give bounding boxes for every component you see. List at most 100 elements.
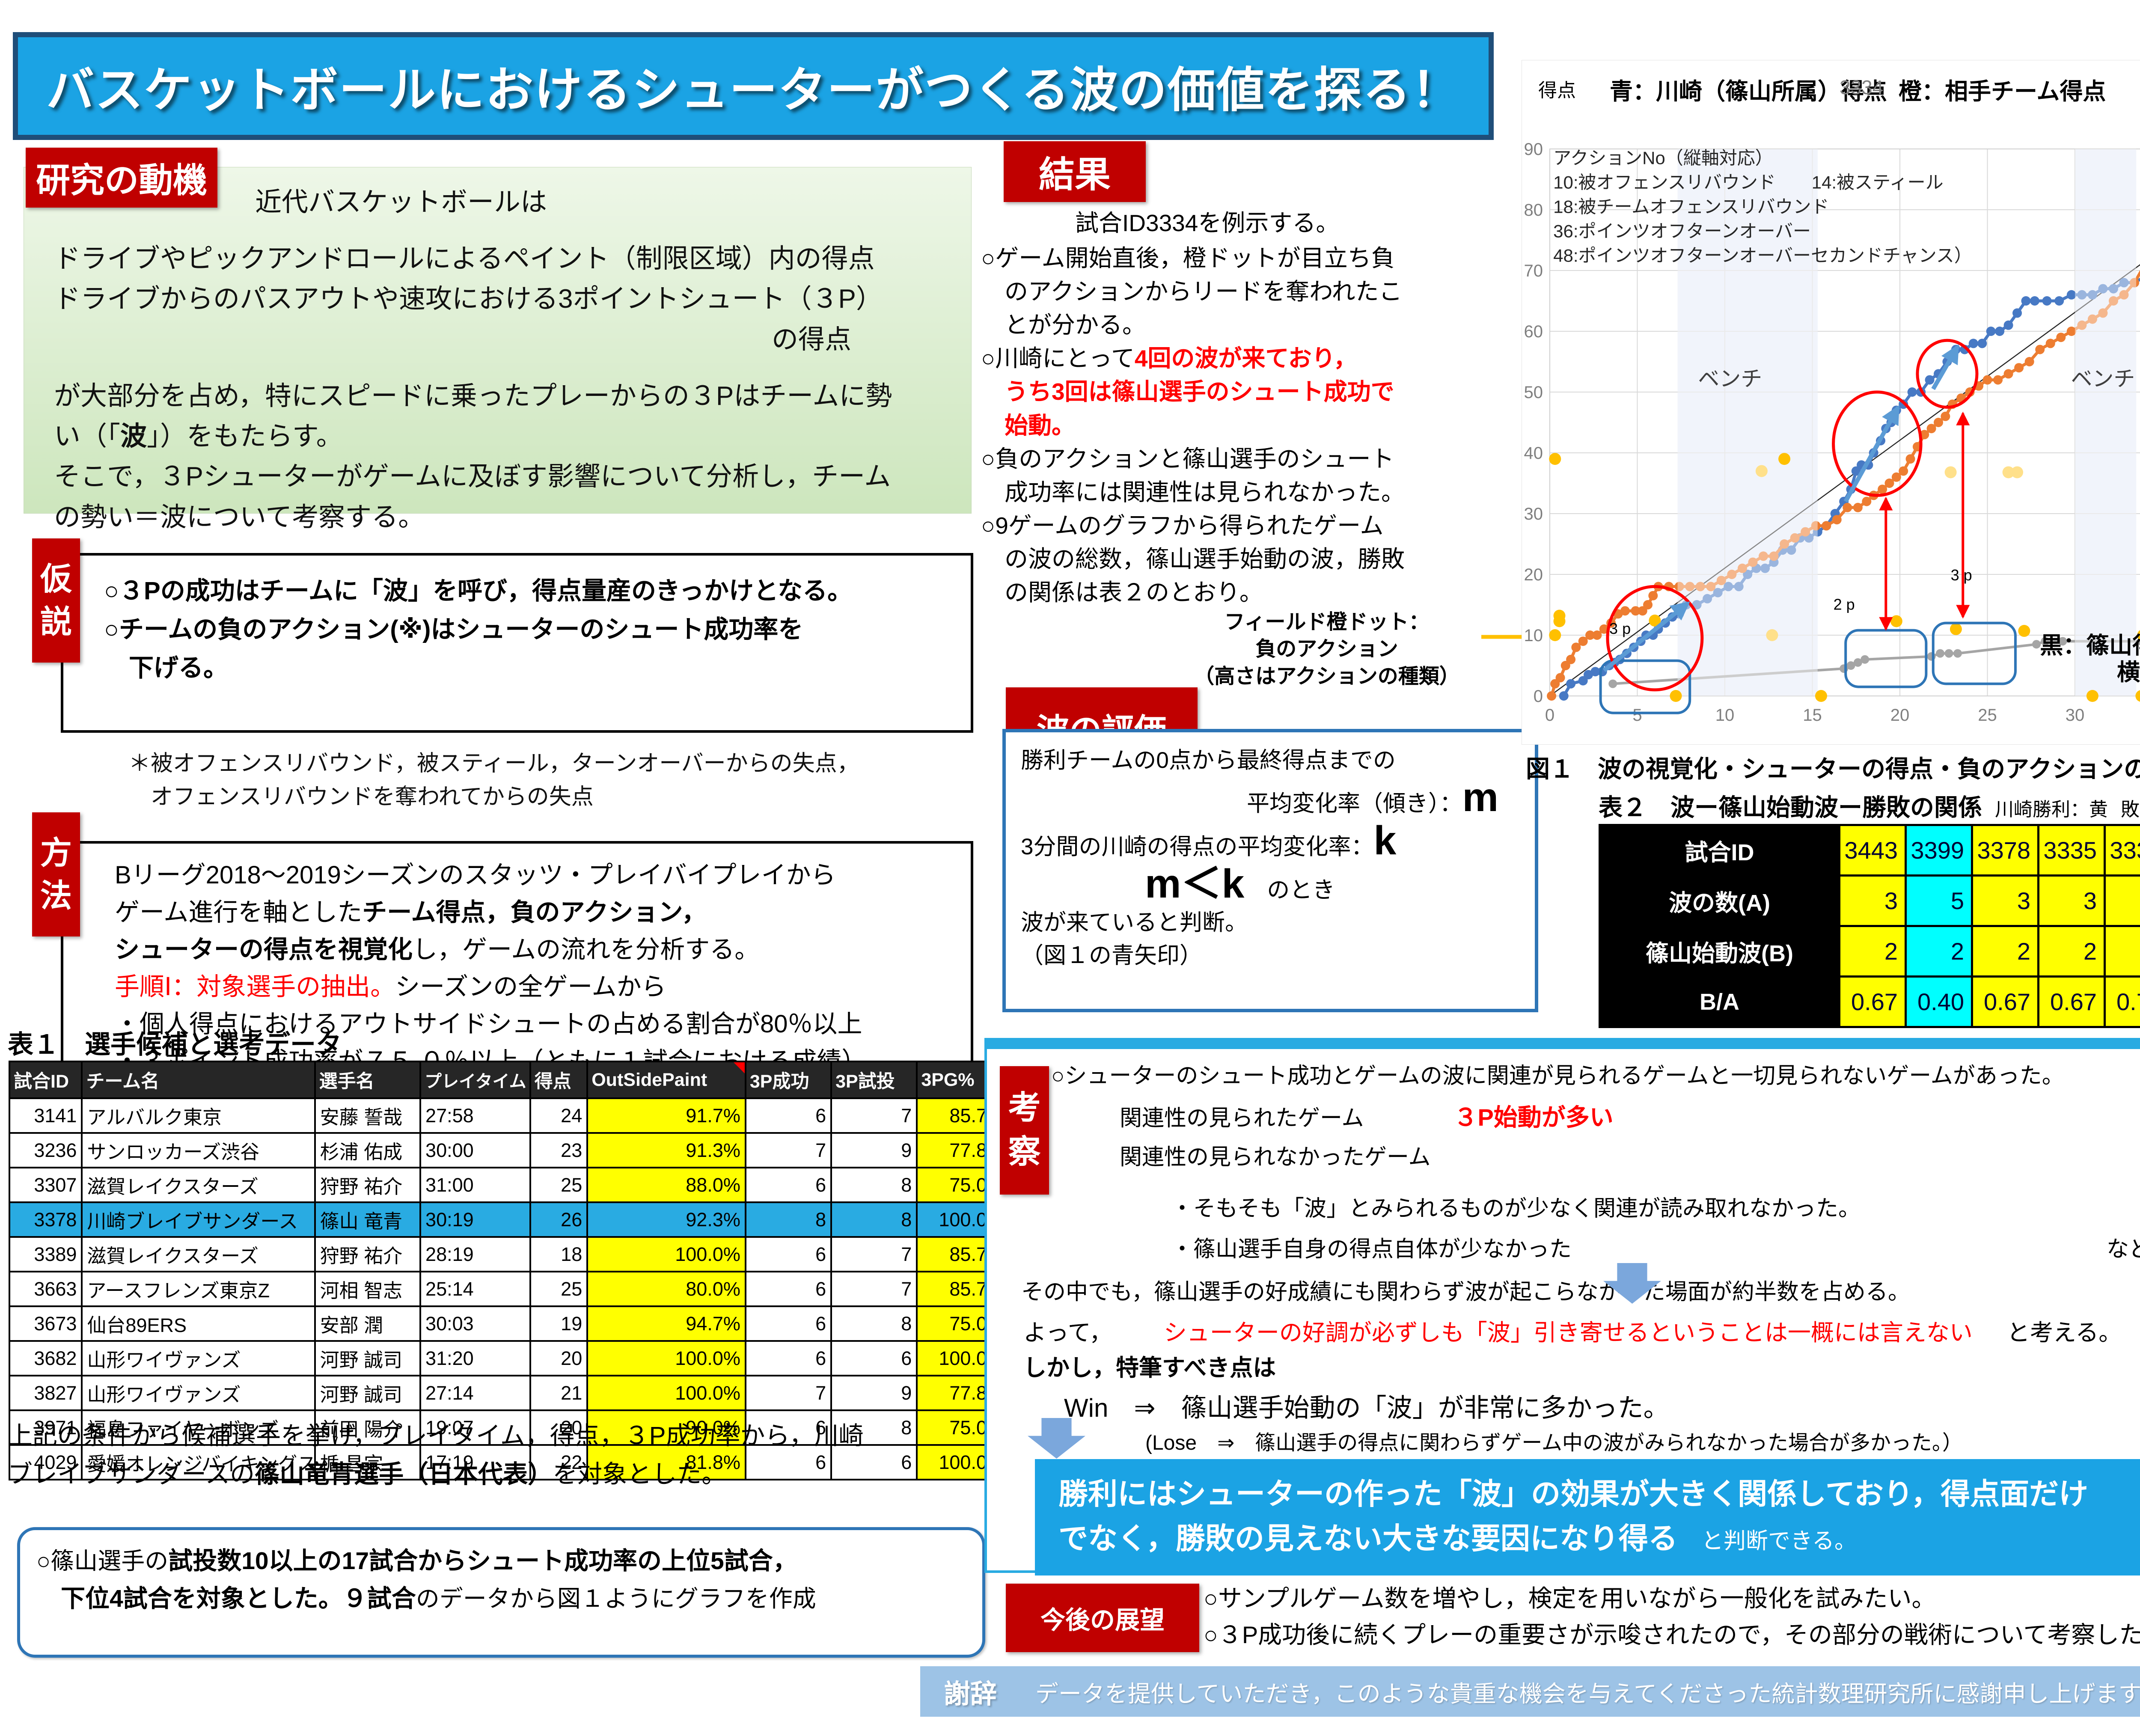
- table1-cell: 30:00: [419, 1132, 531, 1168]
- table1-cell: 19:07: [419, 1409, 531, 1446]
- table1-cell: 7: [744, 1375, 832, 1411]
- table2-cell: 3334: [2104, 824, 2140, 877]
- table1-cell: 24: [529, 1097, 588, 1134]
- table2-row: B/A0.670.400.670.670.750.500.250.000.00: [1599, 975, 2140, 1028]
- table2-cell: 3: [1838, 874, 1907, 927]
- table1-cell: 前田 陽介: [314, 1409, 422, 1446]
- table1-cell: 94.7%: [586, 1305, 746, 1342]
- table1-cell: 25:14: [419, 1271, 531, 1307]
- table1-cell: 福島ファイヤーボンズ: [81, 1409, 316, 1446]
- table1-cell: 3141: [8, 1097, 83, 1134]
- motivation-line1: ドライブやピックアンドロールによるペイント（制限区域）内の得点: [54, 244, 875, 274]
- table1-cell: 88.0%: [586, 1167, 746, 1203]
- table1-cell: 17:19: [419, 1444, 531, 1480]
- table1-cell: 3673: [8, 1305, 83, 1342]
- table1-cell: 6: [744, 1167, 832, 1203]
- bench-bands: [1677, 149, 2137, 696]
- field-dot-label: フィールド橙ドット： 負のアクション （高さはアクションの種類）: [1194, 611, 1460, 688]
- svg-text:60: 60: [1524, 322, 1543, 341]
- table1-cell: 6: [744, 1236, 832, 1272]
- svg-text:20: 20: [1890, 706, 1910, 725]
- table1-cell: 100.0%: [586, 1375, 746, 1411]
- results-text: 試合ID3334を例示する。 ○ゲーム開始直後，橙ドットが目立ち負 のアクション…: [981, 206, 1529, 609]
- table1-cell: 91.7%: [586, 1097, 746, 1134]
- table1-cell: 6: [744, 1305, 832, 1342]
- poster-title-bar: バスケットボールにおけるシューターがつくる波の価値を探る！: [13, 32, 1494, 140]
- svg-text:36:ポインツオフターンオーバー: 36:ポインツオフターンオーバー: [1553, 221, 1811, 241]
- motivation-line2: ドライブからのパスアウトや速攻における3ポイントシュート（３P）: [54, 284, 883, 314]
- substitution-dots: [1670, 690, 2140, 702]
- table1-row: 3389 滋賀レイクスターズ 狩野 祐介 28:19 18 100.0% 6 7 85.7%: [8, 1236, 1010, 1272]
- table1-cell: 18: [529, 1236, 588, 1272]
- table1-cell: 8: [830, 1201, 918, 1238]
- table2-row: 篠山始動波(B)222232100: [1599, 925, 2140, 978]
- table1-cell: 7: [744, 1132, 832, 1168]
- diagonal-line: [1549, 264, 2140, 697]
- hypothesis-footnote: ＊被オフェンスリバウンド，被スティール，ターンオーバーからの失点， オフェンスリ…: [128, 751, 859, 809]
- table1-header-3: プレイタイム: [419, 1061, 531, 1099]
- svg-text:黒：篠山得点: 黒：篠山得点: [2040, 633, 2140, 659]
- table2-cell: 2: [1905, 925, 1973, 978]
- motivation-para3: そこで，３Pシューターがゲームに及ぼす影響について分析し，チーム の勢い＝波につ…: [54, 462, 891, 532]
- method-para1: Bリーグ2018～2019シーズンのスタッツ・プレイバイプレイから ゲーム進行を…: [115, 861, 836, 963]
- fig1-chart-panel: 0102030405060708090051015202530354045ベンチ…: [1522, 60, 2140, 745]
- poster-title: バスケットボールにおけるシューターがつくる波の価値を探る！: [46, 63, 1460, 117]
- disc-c9: Win ⇒ 篠山選手始動の「波」が非常に多かった。: [1064, 1394, 1669, 1422]
- table1-cell: 愛媛オレンジバイキングス: [81, 1444, 316, 1480]
- svg-text:0: 0: [1534, 687, 1543, 706]
- svg-text:アクションNo（縦軸対応）: アクションNo（縦軸対応）: [1553, 148, 1773, 168]
- table1-header-2: 選手名: [314, 1061, 422, 1099]
- table1-row: 3378 川崎ブレイブサンダース 篠山 竜青 30:19 26 92.3% 8 8 100.0%: [8, 1201, 1010, 1238]
- table1-cell: 8: [744, 1201, 832, 1238]
- table1-row: 3673 仙台89ERS 安部 潤 30:03 19 94.7% 6 8 75.0%: [8, 1305, 1010, 1342]
- table1-header-1: チーム名: [81, 1061, 316, 1099]
- future-label: 今後の展望: [1006, 1584, 1199, 1652]
- table2-cell: 3: [1971, 874, 2039, 927]
- svg-text:5: 5: [1632, 706, 1642, 725]
- svg-text:3 p: 3 p: [1951, 566, 1972, 584]
- disc-c10: (Lose ⇒ 篠山選手の得点に関わらずゲーム中の波がみられなかった場合が多かっ…: [1145, 1432, 1963, 1454]
- we-p3: 3分間の川崎の得点の平均変化率：k: [1021, 817, 1397, 863]
- svg-text:80: 80: [1524, 201, 1543, 220]
- results-bullet3: ○負のアクションと篠山選手のシュート 成功率には関連性は見られなかった。: [981, 445, 1405, 505]
- motivation-label: 研究の動機: [26, 148, 217, 208]
- table1-cell: 9: [830, 1375, 918, 1411]
- table2-row: 試合ID344333993378333533343238323731643052: [1599, 824, 2140, 877]
- table1-cell: 27:58: [419, 1097, 531, 1134]
- table1-cell: 100.0%: [586, 1340, 746, 1376]
- table1-cell: 85.7%: [916, 1271, 1010, 1307]
- svg-text:18:被チームオフェンスリバウンド: 18:被チームオフェンスリバウンド: [1553, 197, 1829, 217]
- table1-cell: 6: [830, 1340, 918, 1376]
- disc-c8: しかし，特筆すべき点は: [1023, 1355, 1276, 1381]
- disc-c2: 関連性の見られたゲーム ３P始動が多い: [1120, 1104, 1614, 1131]
- table2-cell: 5: [1905, 874, 1973, 927]
- table1-cell: サンロッカーズ渋谷: [81, 1132, 316, 1168]
- disc-c3: 関連性の見られなかったゲーム: [1120, 1145, 1431, 1170]
- table1-cell: 6: [744, 1340, 832, 1376]
- red-arrows: [1879, 411, 1970, 631]
- fig1-legend-opponent: 橙：相手チーム得点: [1899, 79, 2106, 104]
- table1-cell: 27:14: [419, 1375, 531, 1411]
- table1-cell: 河相 智志: [314, 1271, 422, 1307]
- table1-cell: 31:00: [419, 1167, 531, 1203]
- table1-cell: 山形ワイヴァンズ: [81, 1340, 316, 1376]
- blue-wave-arrows: [1602, 344, 1960, 672]
- we-p1: 勝利チームの0点から最終得点までの: [1021, 748, 1396, 773]
- table2-cell: 3335: [2037, 824, 2106, 877]
- table1-cell: 28:19: [419, 1236, 531, 1272]
- table1-cell: 6: [744, 1097, 832, 1134]
- results-bullet4: ○9ゲームのグラフから得られたゲーム の波の総数，篠山選手始動の波，勝敗 の関係…: [981, 512, 1405, 606]
- future-line1: ○サンプルゲーム数を増やし，検定を用いながら一般化を試みたい。: [1204, 1585, 1936, 1612]
- fig1-game-id: 3334: [1840, 76, 1884, 98]
- results-bullet2: ○川崎にとって4回の波が来ており， うち3回は篠山選手のシュート成功で 始動。: [981, 345, 1394, 439]
- table1-title: 表１ 選手候補と選考データ: [8, 1030, 342, 1059]
- table1-cell: 狩野 祐介: [314, 1236, 422, 1272]
- table1-cell: 安藤 誓哉: [314, 1097, 422, 1134]
- table1-row: 3682 山形ワイヴァンズ 河野 誠司 31:20 20 100.0% 6 6 100.0%: [8, 1340, 1010, 1376]
- disc-c7: よって， シューターの好調が必ずしも「波」引き寄せるということは一概には言えないと…: [1023, 1320, 2122, 1346]
- svg-text:70: 70: [1524, 262, 1543, 280]
- table2-cell: 2: [1971, 925, 2039, 978]
- svg-text:50: 50: [1524, 383, 1543, 402]
- hypothesis-box: ○３Pの成功はチームに「波」を呼び，得点量産のきっかけとなる。 ○チームの負のア…: [61, 553, 973, 733]
- table2-cell: 0.67: [1838, 975, 1907, 1028]
